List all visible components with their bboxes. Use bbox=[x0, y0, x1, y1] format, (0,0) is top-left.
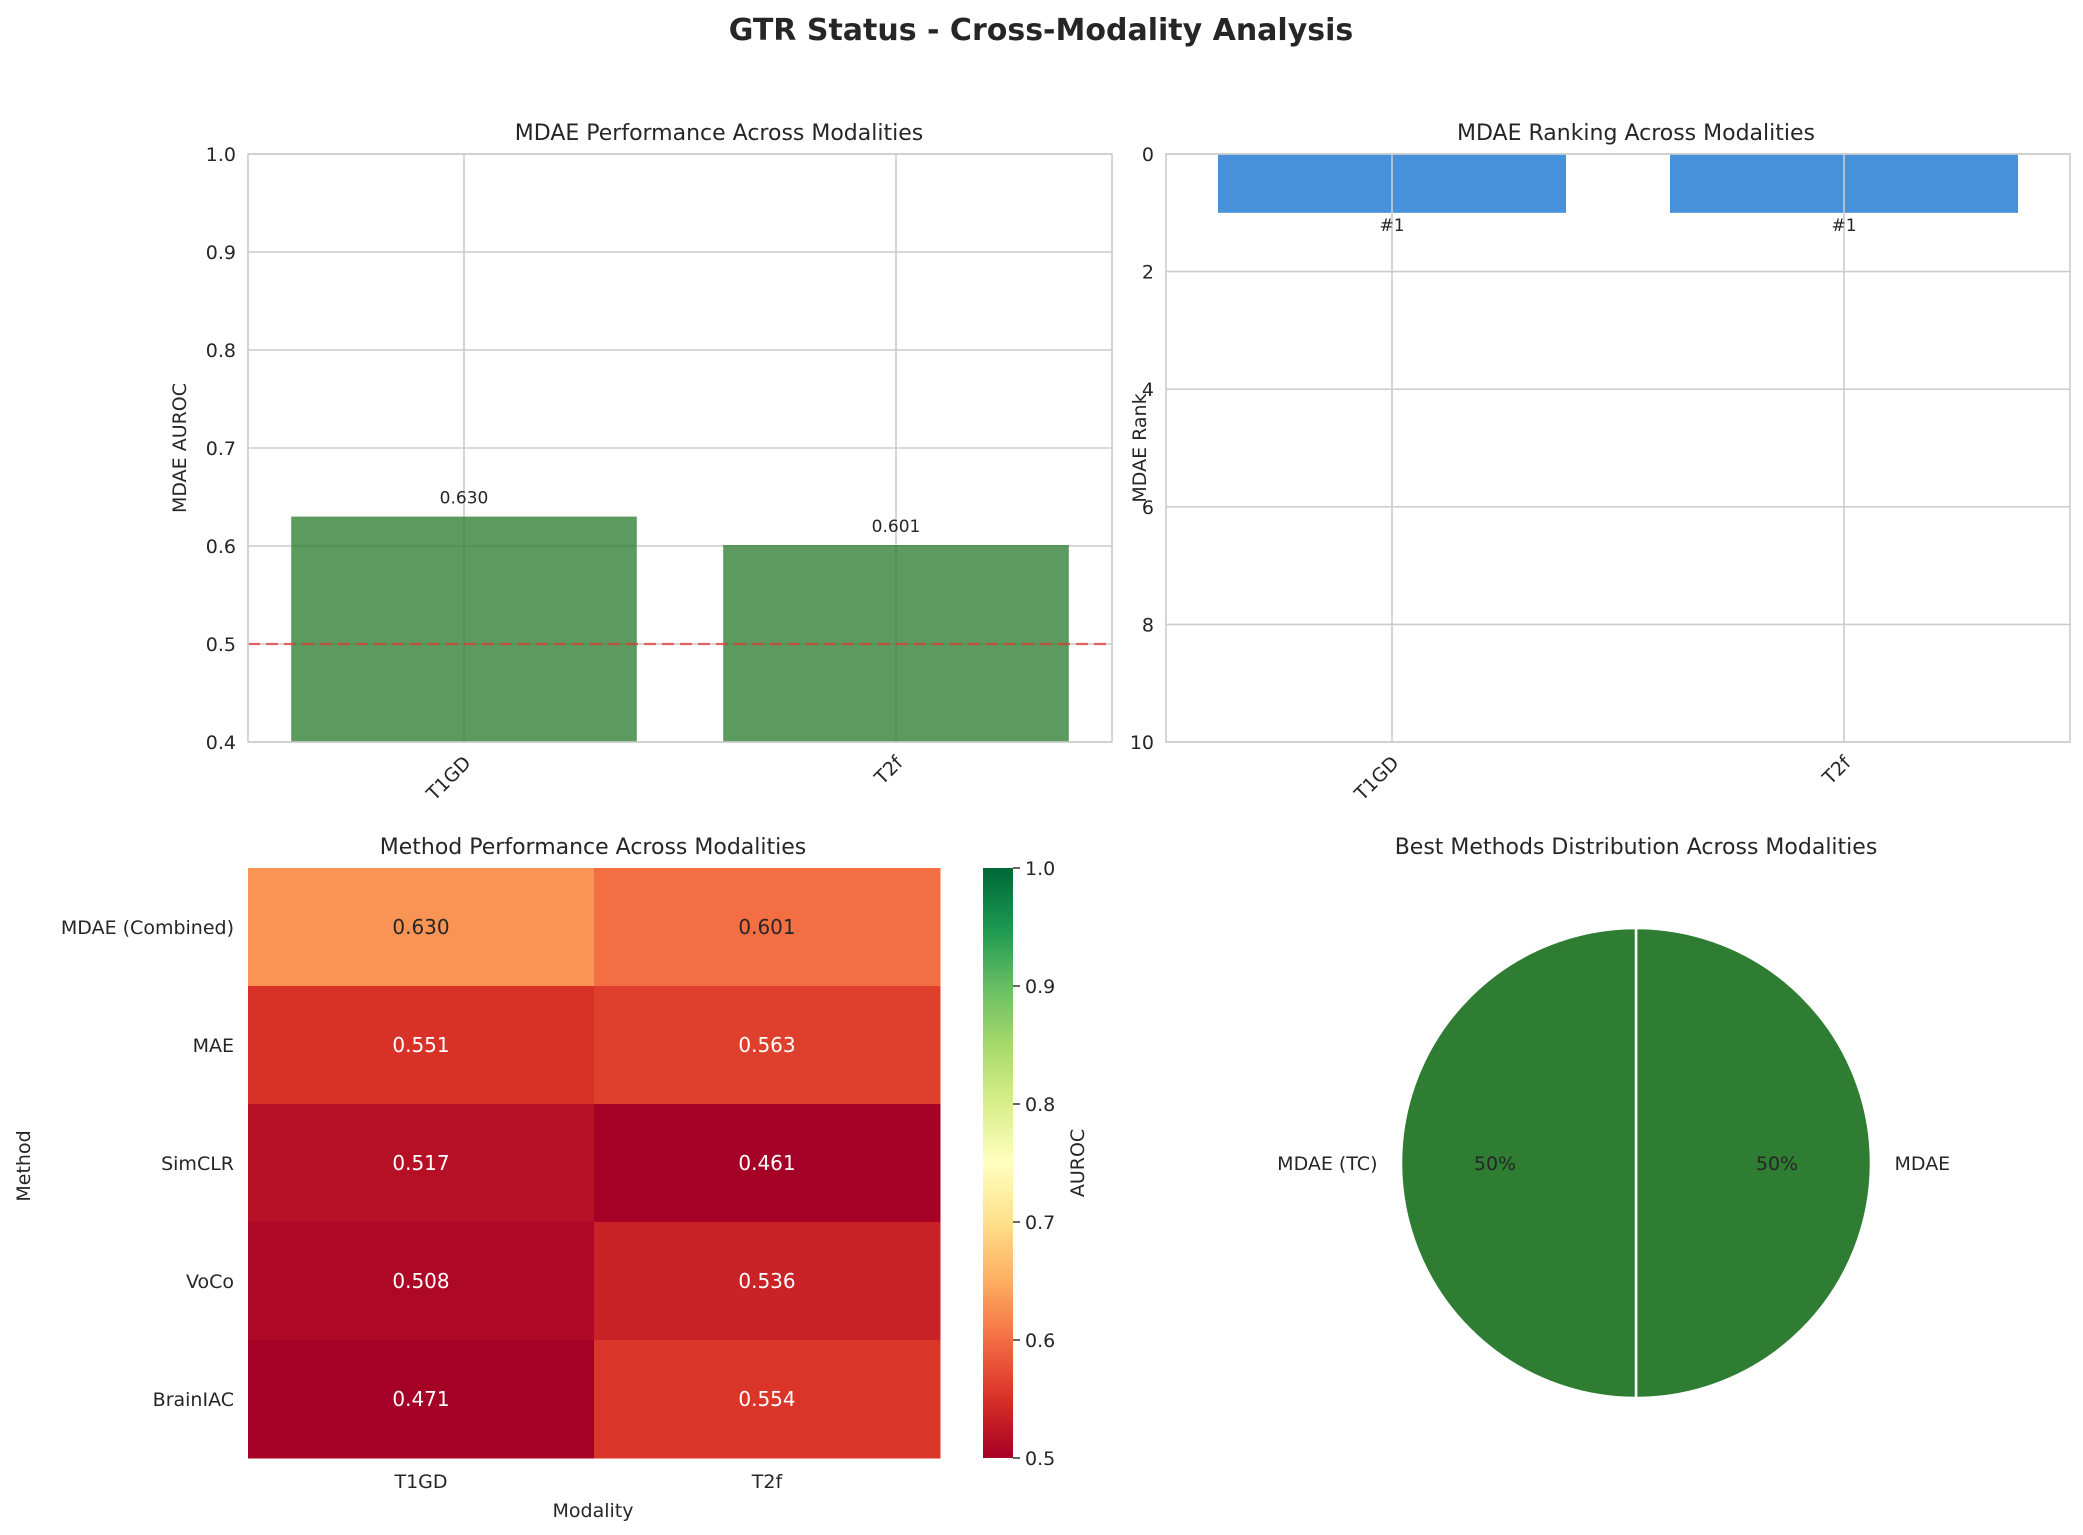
pie-slice bbox=[1399, 926, 1638, 1400]
panel2-title: MDAE Ranking Across Modalities bbox=[1457, 121, 1815, 146]
colorbar-tick: 0.7 bbox=[1025, 1212, 1055, 1234]
panel1-bars bbox=[291, 516, 1069, 742]
panel-heatmap: Method Performance Across Modalities 0.6… bbox=[13, 835, 1089, 1522]
panel4-title: Best Methods Distribution Across Modalit… bbox=[1395, 835, 1878, 860]
colorbar-tick: 0.6 bbox=[1025, 1330, 1055, 1352]
heatmap-cell-label: 0.536 bbox=[738, 1269, 795, 1293]
panel1-ytick: 0.9 bbox=[206, 242, 236, 264]
auroc-value-label: 0.601 bbox=[872, 517, 921, 537]
panel2-ylabel: MDAE Rank bbox=[1129, 393, 1151, 502]
panel3-title: Method Performance Across Modalities bbox=[380, 835, 806, 860]
heatmap-cell bbox=[594, 1340, 941, 1459]
panel2-bars bbox=[1217, 154, 2019, 213]
panel2-xtick: T2f bbox=[1818, 751, 1857, 790]
heatmap-column-label: T2f bbox=[751, 1471, 784, 1493]
figure-suptitle: GTR Status - Cross-Modality Analysis bbox=[729, 13, 1354, 48]
heatmap-row-label: MDAE (Combined) bbox=[61, 917, 234, 939]
pie-slice bbox=[1634, 926, 1873, 1400]
panel2-grid bbox=[1166, 153, 2070, 743]
panel1-ytick: 0.7 bbox=[206, 438, 236, 460]
panel-rank-bars: MDAE Ranking Across Modalities 0 2 4 6 8 10 T… bbox=[1129, 121, 2071, 806]
colorbar-tick: 1.0 bbox=[1025, 858, 1055, 880]
panel1-frame bbox=[247, 153, 1113, 743]
panel3-ylabel: Method bbox=[13, 1130, 35, 1201]
panel2-xticks: T1GD T2f bbox=[1350, 751, 1857, 806]
panel2-ytick: 10 bbox=[1130, 732, 1154, 754]
panel1-ytick: 0.8 bbox=[206, 340, 236, 362]
pie-chart: 50% MDAE 50% MDAE (TC) bbox=[1277, 926, 1951, 1400]
colorbar bbox=[983, 868, 1013, 1458]
rank-value-label: #1 bbox=[1379, 216, 1404, 236]
panel2-xtick: T1GD bbox=[1350, 752, 1404, 806]
panel1-ylabel: MDAE AUROC bbox=[169, 383, 191, 513]
heatmap-row-label: BrainIAC bbox=[153, 1389, 234, 1411]
auroc-bar bbox=[291, 516, 637, 742]
panel2-frame bbox=[1165, 153, 2071, 743]
heatmap-cell-label: 0.461 bbox=[738, 1151, 795, 1175]
heatmap-column-label: T1GD bbox=[393, 1471, 447, 1493]
heatmap-cell bbox=[594, 1222, 941, 1341]
heatmap-cell-label: 0.508 bbox=[392, 1269, 449, 1293]
panel2-value-labels: #1 #1 bbox=[1379, 216, 1856, 236]
panel1-ytick: 0.5 bbox=[206, 634, 236, 656]
panel-auroc-bars: MDAE Performance Across Modalities 0.40.… bbox=[169, 121, 1113, 806]
heatmap-cell-label: 0.563 bbox=[738, 1033, 795, 1057]
heatmap-row-labels: MDAE (Combined) MAE SimCLR VoCo BrainIAC bbox=[61, 917, 234, 1411]
panel1-ytick: 0.6 bbox=[206, 536, 236, 558]
panel1-ytick: 1.0 bbox=[206, 144, 236, 166]
panel1-xtick: T1GD bbox=[422, 752, 476, 806]
heatmap-cell bbox=[594, 1104, 941, 1223]
heatmap-cell bbox=[248, 1340, 595, 1459]
heatmap-column-labels: T1GD T2f bbox=[393, 1471, 783, 1493]
panel2-ytick: 0 bbox=[1142, 144, 1154, 166]
panel1-title: MDAE Performance Across Modalities bbox=[515, 121, 923, 146]
heatmap-row-label: SimCLR bbox=[161, 1153, 234, 1175]
pie-slice-label: MDAE bbox=[1895, 1153, 1951, 1175]
heatmap-cell bbox=[248, 1104, 595, 1223]
heatmap-cell-label: 0.471 bbox=[392, 1387, 449, 1411]
panel1-xticks: T1GD T2f bbox=[422, 751, 909, 806]
pie-slice-label: MDAE (TC) bbox=[1277, 1153, 1377, 1175]
panel1-ytick: 0.4 bbox=[206, 732, 236, 754]
heatmap-cell bbox=[248, 1222, 595, 1341]
panel3-xlabel: Modality bbox=[553, 1500, 634, 1522]
panel-pie: Best Methods Distribution Across Modalit… bbox=[1277, 835, 1951, 1400]
heatmap-cells: 0.630 0.601 0.551 0.563 0.517 0.461 0.508 0.536… bbox=[248, 868, 941, 1459]
panel2-ytick: 6 bbox=[1142, 497, 1154, 519]
heatmap-row-label: MAE bbox=[193, 1035, 234, 1057]
heatmap-row-label: VoCo bbox=[186, 1271, 234, 1293]
colorbar-tick: 0.8 bbox=[1025, 1094, 1055, 1116]
heatmap-cell bbox=[248, 986, 595, 1105]
colorbar-label: AUROC bbox=[1067, 1129, 1089, 1197]
panel2-yticks: 0 2 4 6 8 10 bbox=[1130, 144, 1154, 754]
panel2-ytick: 4 bbox=[1142, 379, 1154, 401]
panel1-yticks: 0.4 0.5 0.6 0.7 0.8 0.9 1.0 bbox=[206, 144, 236, 754]
heatmap-cell-label: 0.554 bbox=[738, 1387, 795, 1411]
colorbar-ticks: 0.5 0.6 0.7 0.8 0.9 1.0 bbox=[1013, 858, 1055, 1470]
heatmap-cell-label: 0.517 bbox=[392, 1151, 449, 1175]
colorbar-tick: 0.5 bbox=[1025, 1448, 1055, 1470]
heatmap-cell-label: 0.551 bbox=[392, 1033, 449, 1057]
heatmap-cell bbox=[248, 868, 595, 987]
auroc-value-label: 0.630 bbox=[440, 489, 489, 509]
heatmap-cell-label: 0.630 bbox=[392, 915, 449, 939]
panel2-ytick: 2 bbox=[1142, 262, 1154, 284]
heatmap-cell bbox=[594, 868, 941, 987]
panel1-xtick: T2f bbox=[870, 751, 909, 790]
panel1-value-labels: 0.630 0.601 bbox=[440, 489, 921, 537]
pie-pct-label: 50% bbox=[1474, 1153, 1516, 1175]
panel2-ytick: 8 bbox=[1142, 614, 1154, 636]
colorbar-tick: 0.9 bbox=[1025, 976, 1055, 998]
heatmap-cell bbox=[594, 986, 941, 1105]
pie-pct-label: 50% bbox=[1756, 1153, 1798, 1175]
heatmap-cell-label: 0.601 bbox=[738, 915, 795, 939]
rank-value-label: #1 bbox=[1831, 216, 1856, 236]
